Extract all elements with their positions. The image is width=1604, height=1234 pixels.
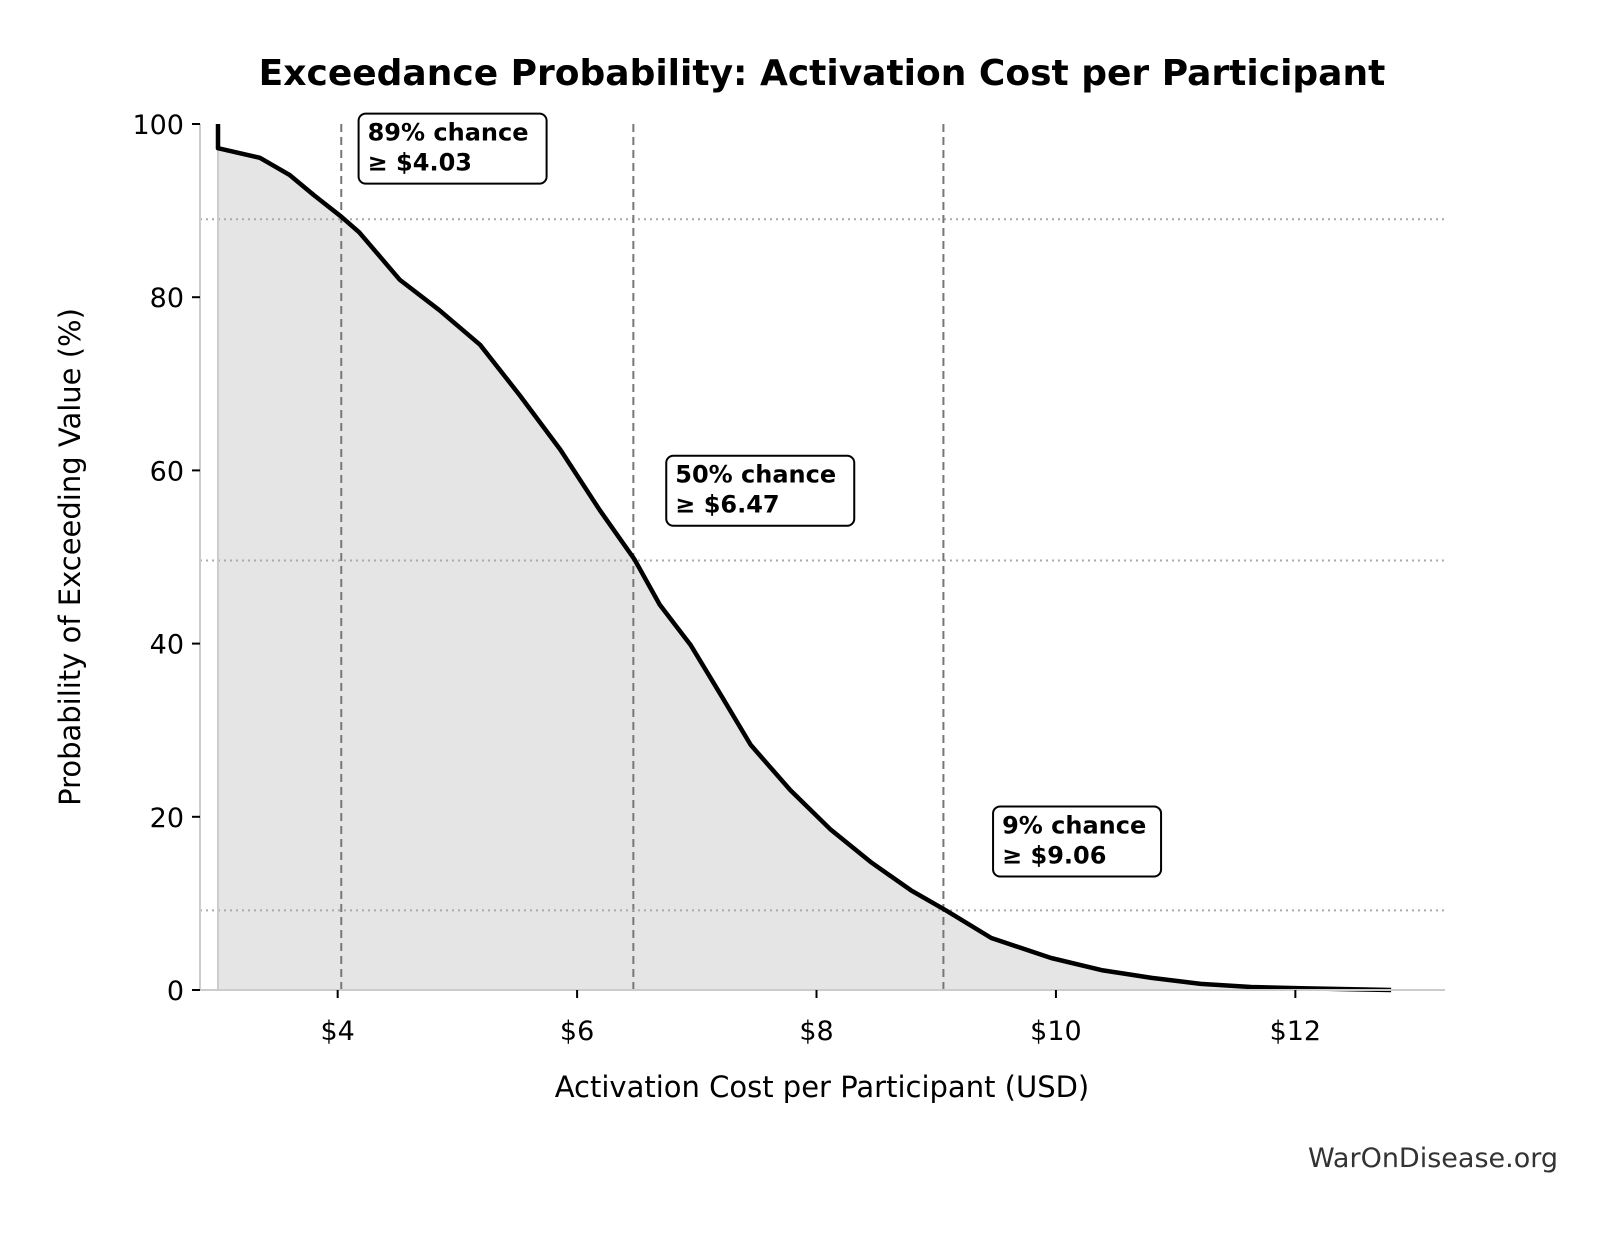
annotation-box: 9% chance≥ $9.06 (992, 805, 1163, 878)
watermark: WarOnDisease.org (1308, 1143, 1558, 1174)
x-tick-label: $6 (560, 1016, 594, 1047)
y-tick-label: 20 (150, 803, 184, 834)
y-tick-label: 100 (132, 110, 184, 141)
annotation-line2: ≥ $9.06 (1002, 841, 1106, 869)
y-axis-label: Probability of Exceeding Value (%) (53, 308, 87, 806)
plot-area: $4 $6 $8 $10 $12 0 20 40 60 80 100 89% chance≥ $4.0… (132, 110, 1445, 1047)
area-fill (217, 124, 1392, 990)
annotation-frame (357, 112, 548, 185)
annotation-line1: 9% chance (1002, 811, 1146, 839)
annotation-line1: 89% chance (368, 119, 529, 147)
x-axis-label: Activation Cost per Participant (USD) (555, 1070, 1090, 1104)
annotation-frame (665, 454, 856, 527)
annotation-box: 89% chance≥ $4.03 (357, 112, 548, 185)
exceedance-curve (215, 124, 1392, 993)
chart-title: Exceedance Probability: Activation Cost … (259, 53, 1386, 94)
annotation-line2: ≥ $6.47 (675, 491, 779, 519)
x-tick-label: $8 (799, 1016, 833, 1047)
y-tick-label: 80 (150, 283, 184, 314)
x-tick-label: $10 (1030, 1016, 1082, 1047)
y-tick-label: 60 (150, 456, 184, 487)
x-tick-label: $4 (320, 1016, 354, 1047)
annotation-frame (992, 805, 1163, 878)
y-tick-label: 40 (150, 630, 184, 661)
annotation-line2: ≥ $4.03 (368, 149, 472, 177)
x-tick-label: $12 (1270, 1016, 1322, 1047)
annotation-line1: 50% chance (675, 461, 836, 489)
y-tick-label: 0 (167, 976, 184, 1007)
annotation-box: 50% chance≥ $6.47 (665, 454, 856, 527)
